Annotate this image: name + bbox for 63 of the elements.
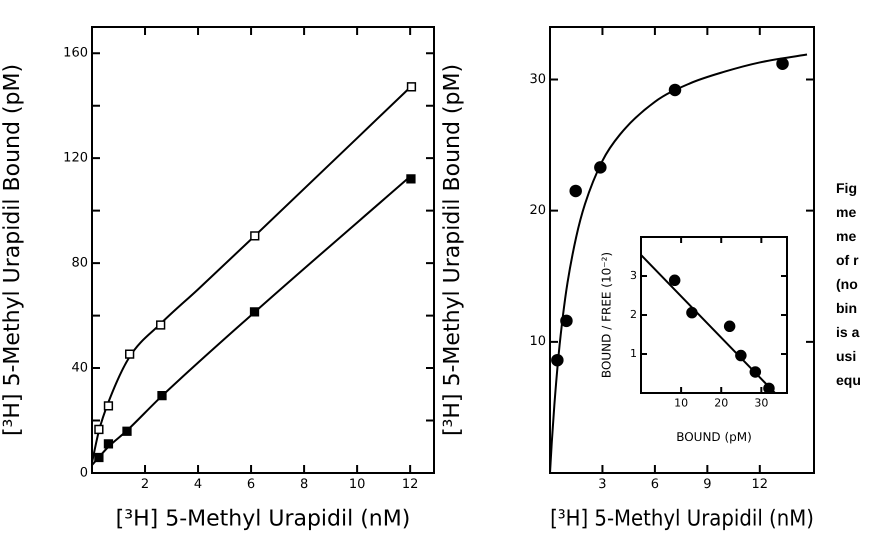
point <box>406 82 416 92</box>
y-axis-title: [³H] 5-Methyl Urapidil Bound (pM) <box>0 64 25 436</box>
point <box>569 184 582 198</box>
y-tick-label: 30 <box>529 72 546 87</box>
text: me <box>836 227 858 246</box>
y-tick-label: 40 <box>71 360 88 376</box>
x-axis-title: [³H] 5-Methyl Urapidil (nM) <box>116 506 410 532</box>
y-tick-label: 2 <box>630 308 637 321</box>
point <box>776 57 789 70</box>
x-axis-title: BOUND (pM) <box>676 430 752 444</box>
point <box>94 452 104 462</box>
point <box>750 366 762 378</box>
point <box>406 174 416 184</box>
x-tick-label: 9 <box>703 477 712 492</box>
point <box>156 320 166 330</box>
point <box>122 426 132 436</box>
x-tick-label: 10 <box>674 396 688 410</box>
text: (no <box>836 275 859 294</box>
y-tick-label: 0 <box>80 465 88 480</box>
point <box>594 161 607 174</box>
y-tick-label: 10 <box>529 334 546 350</box>
text: equ <box>836 371 861 390</box>
y-tick-label: 1 <box>630 346 637 360</box>
text: bin <box>836 299 858 318</box>
point <box>157 390 167 400</box>
point <box>94 424 104 434</box>
y-tick-label: 3 <box>630 268 637 282</box>
x-tick-label: 12 <box>402 477 418 492</box>
x-tick-label: 4 <box>194 477 202 492</box>
point <box>104 401 114 410</box>
point <box>560 314 573 328</box>
x-tick-label: 3 <box>598 477 607 492</box>
point <box>125 350 134 359</box>
x-axis-title: [³H] 5-Methyl Urapidil (nM) <box>550 506 814 531</box>
y-tick-label: 80 <box>71 255 88 270</box>
x-tick-label: 2 <box>140 477 150 492</box>
point <box>250 231 260 240</box>
y-axis-title: [³H] 5-Methyl Urapidil Bound (pM) <box>440 64 465 436</box>
y-tick-label: 120 <box>63 150 88 166</box>
text: Fig <box>836 179 858 198</box>
x-tick-label: 6 <box>246 477 256 492</box>
point <box>551 354 564 366</box>
x-tick-label: 8 <box>300 477 308 492</box>
x-tick-label: 30 <box>754 396 768 410</box>
text: me <box>836 203 858 222</box>
point <box>668 274 680 286</box>
point <box>104 439 114 449</box>
point <box>668 84 682 96</box>
x-tick-label: 6 <box>650 477 660 492</box>
y-tick-label: 20 <box>529 203 546 218</box>
point <box>686 306 698 318</box>
text: of r <box>836 251 860 270</box>
y-tick-label: 160 <box>63 46 88 61</box>
text: is a <box>836 323 860 342</box>
y-axis-title: BOUND / FREE (10⁻²) <box>599 252 614 378</box>
x-tick-label: 10 <box>348 477 366 492</box>
point <box>763 382 775 393</box>
text: usi <box>836 347 858 366</box>
x-tick-label: 20 <box>714 396 728 410</box>
x-tick-label: 12 <box>752 477 768 492</box>
point <box>250 307 260 317</box>
point <box>724 320 736 332</box>
point <box>735 350 747 362</box>
